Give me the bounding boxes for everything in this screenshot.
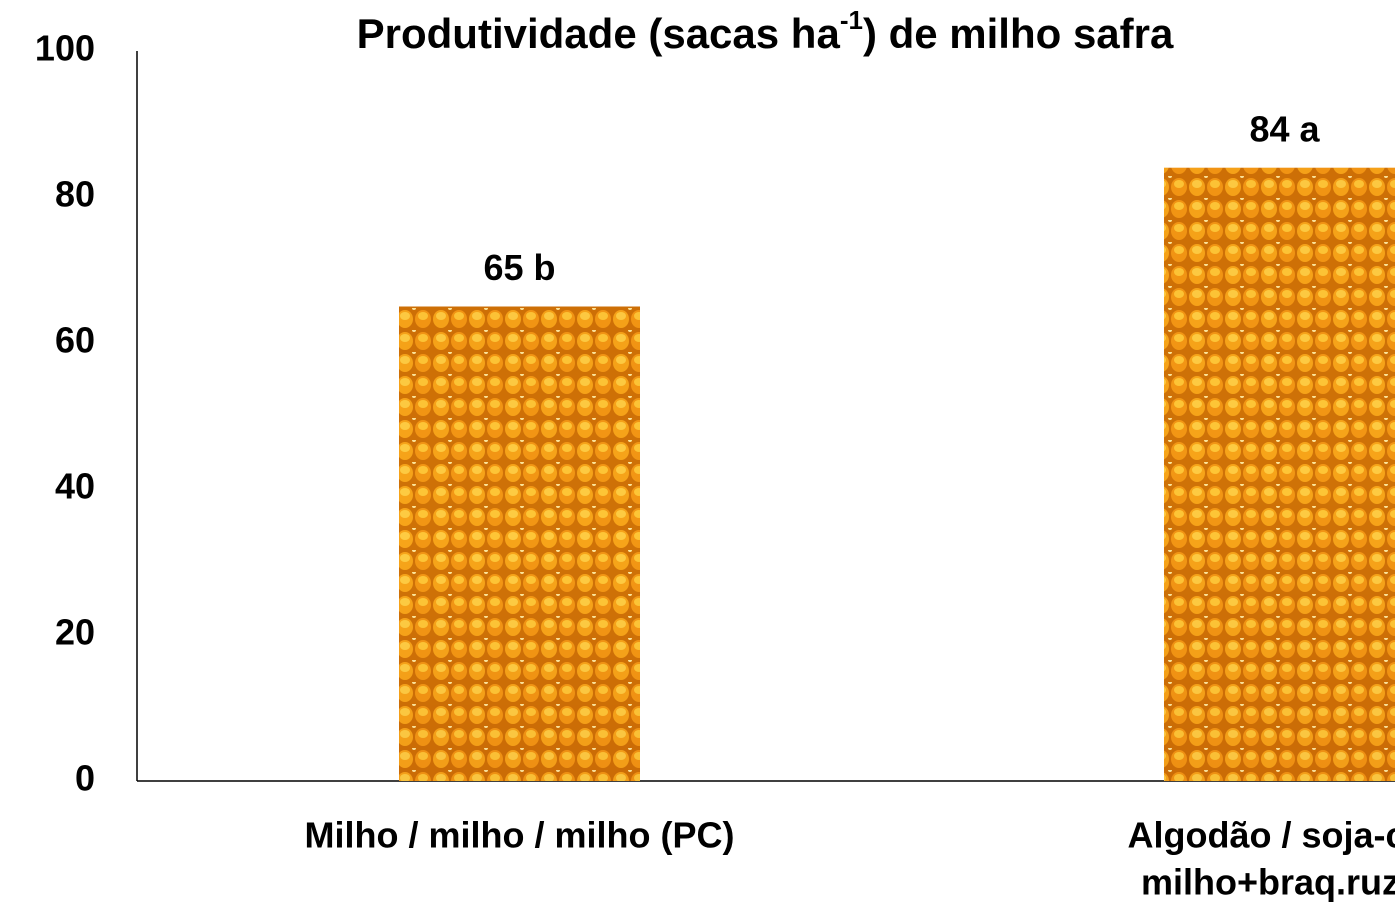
bar-texture (1164, 168, 1395, 781)
y-tick-label: 40 (55, 466, 95, 507)
bar-group (1164, 168, 1395, 781)
chart-title: Produtividade (sacas ha-1) de milho safr… (357, 5, 1174, 57)
x-tick-label: milho+braq.ruziz (1141, 862, 1395, 903)
y-tick-label: 60 (55, 320, 95, 361)
title-part: ) de milho safra (863, 10, 1174, 57)
value-label: 65 b (483, 247, 555, 288)
title-part: Produtividade (sacas ha (357, 10, 841, 57)
title-superscript: -1 (840, 5, 863, 35)
chart: Produtividade (sacas ha-1) de milho safr… (0, 0, 1395, 921)
x-tick-label: Algodão / soja-cro (1127, 815, 1395, 856)
y-tick-label: 80 (55, 174, 95, 215)
y-tick-label: 0 (75, 758, 95, 799)
bar-texture (399, 307, 640, 782)
x-tick-label: Milho / milho / milho (PC) (305, 815, 735, 856)
y-tick-label: 20 (55, 612, 95, 653)
value-label: 84 a (1249, 108, 1320, 149)
y-tick-label: 100 (35, 28, 95, 69)
bar-group (399, 307, 640, 782)
